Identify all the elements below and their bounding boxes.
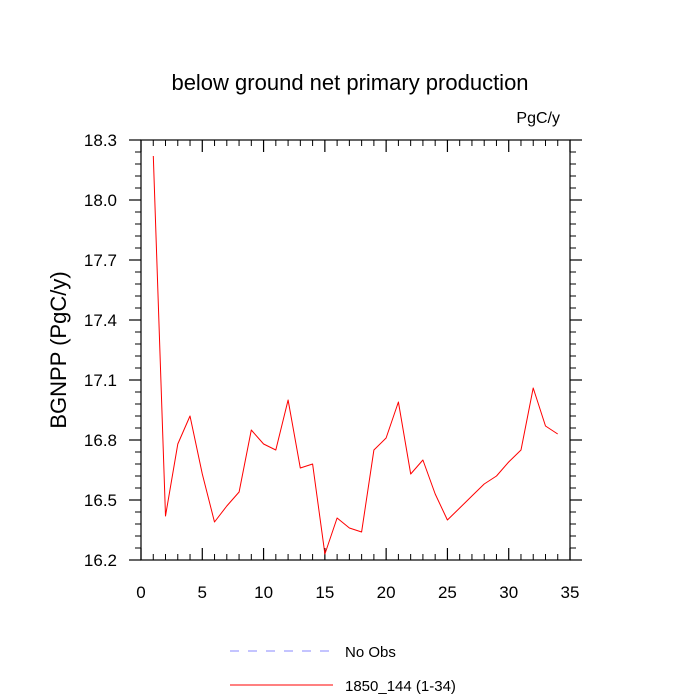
y-axis-label: BGNPP (PgC/y) <box>46 271 71 428</box>
x-tick-label: 0 <box>136 583 145 602</box>
y-tick-label: 18.3 <box>84 131 117 150</box>
x-tick-label: 25 <box>438 583 457 602</box>
x-tick-label: 10 <box>254 583 273 602</box>
series-line <box>152 155 558 555</box>
x-tick-label: 5 <box>198 583 207 602</box>
x-tick-label: 30 <box>499 583 518 602</box>
y-tick-label: 16.5 <box>84 491 117 510</box>
legend-label: 1850_144 (1-34) <box>345 678 456 695</box>
x-tick-label: 20 <box>377 583 396 602</box>
y-tick-label: 17.4 <box>84 311 117 330</box>
units-label: PgC/y <box>516 110 560 127</box>
y-tick-label: 18.0 <box>84 191 117 210</box>
x-tick-label: 15 <box>315 583 334 602</box>
y-tick-label: 16.2 <box>84 551 117 570</box>
y-tick-label: 16.8 <box>84 431 117 450</box>
y-tick-label: 17.7 <box>84 251 117 270</box>
legend: No Obs 1850_144 (1-34) <box>230 644 456 695</box>
axis-ticks: 0 5 10 15 20 25 30 35 16.2 16.5 16.8 17.1 17.4 17.7 18… <box>84 131 582 602</box>
y-tick-label: 17.1 <box>84 371 117 390</box>
x-tick-label: 35 <box>561 583 580 602</box>
series-layer <box>152 155 558 555</box>
chart-title: below ground net primary production <box>171 70 528 95</box>
plot-frame <box>140 139 571 561</box>
legend-label: No Obs <box>345 644 396 661</box>
